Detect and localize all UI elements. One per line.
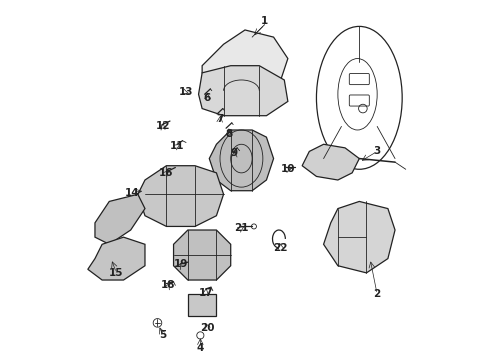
- Polygon shape: [173, 230, 231, 280]
- Text: 18: 18: [161, 280, 175, 291]
- Text: 12: 12: [156, 121, 170, 131]
- Polygon shape: [202, 30, 288, 94]
- Polygon shape: [323, 202, 395, 273]
- Polygon shape: [138, 166, 223, 226]
- Text: 19: 19: [173, 259, 188, 269]
- Text: 4: 4: [196, 343, 204, 353]
- Polygon shape: [188, 294, 217, 316]
- Text: 10: 10: [281, 164, 295, 174]
- Text: 2: 2: [373, 289, 381, 299]
- Text: 14: 14: [125, 188, 140, 198]
- Polygon shape: [209, 130, 273, 191]
- Text: 5: 5: [159, 330, 167, 341]
- Polygon shape: [302, 144, 359, 180]
- Polygon shape: [198, 66, 288, 116]
- Text: 22: 22: [273, 243, 288, 253]
- Polygon shape: [88, 237, 145, 280]
- Text: 3: 3: [373, 147, 381, 157]
- Text: 8: 8: [225, 129, 233, 139]
- Text: 9: 9: [231, 148, 238, 158]
- Text: 21: 21: [234, 223, 249, 233]
- Text: 13: 13: [179, 87, 194, 98]
- Text: 20: 20: [200, 323, 215, 333]
- Text: 1: 1: [261, 16, 268, 26]
- Text: 16: 16: [159, 168, 173, 178]
- Text: 6: 6: [204, 93, 211, 103]
- Text: 15: 15: [109, 268, 123, 278]
- Text: 17: 17: [198, 288, 213, 297]
- Polygon shape: [95, 194, 145, 244]
- Text: 7: 7: [216, 114, 223, 124]
- Text: 11: 11: [170, 141, 184, 151]
